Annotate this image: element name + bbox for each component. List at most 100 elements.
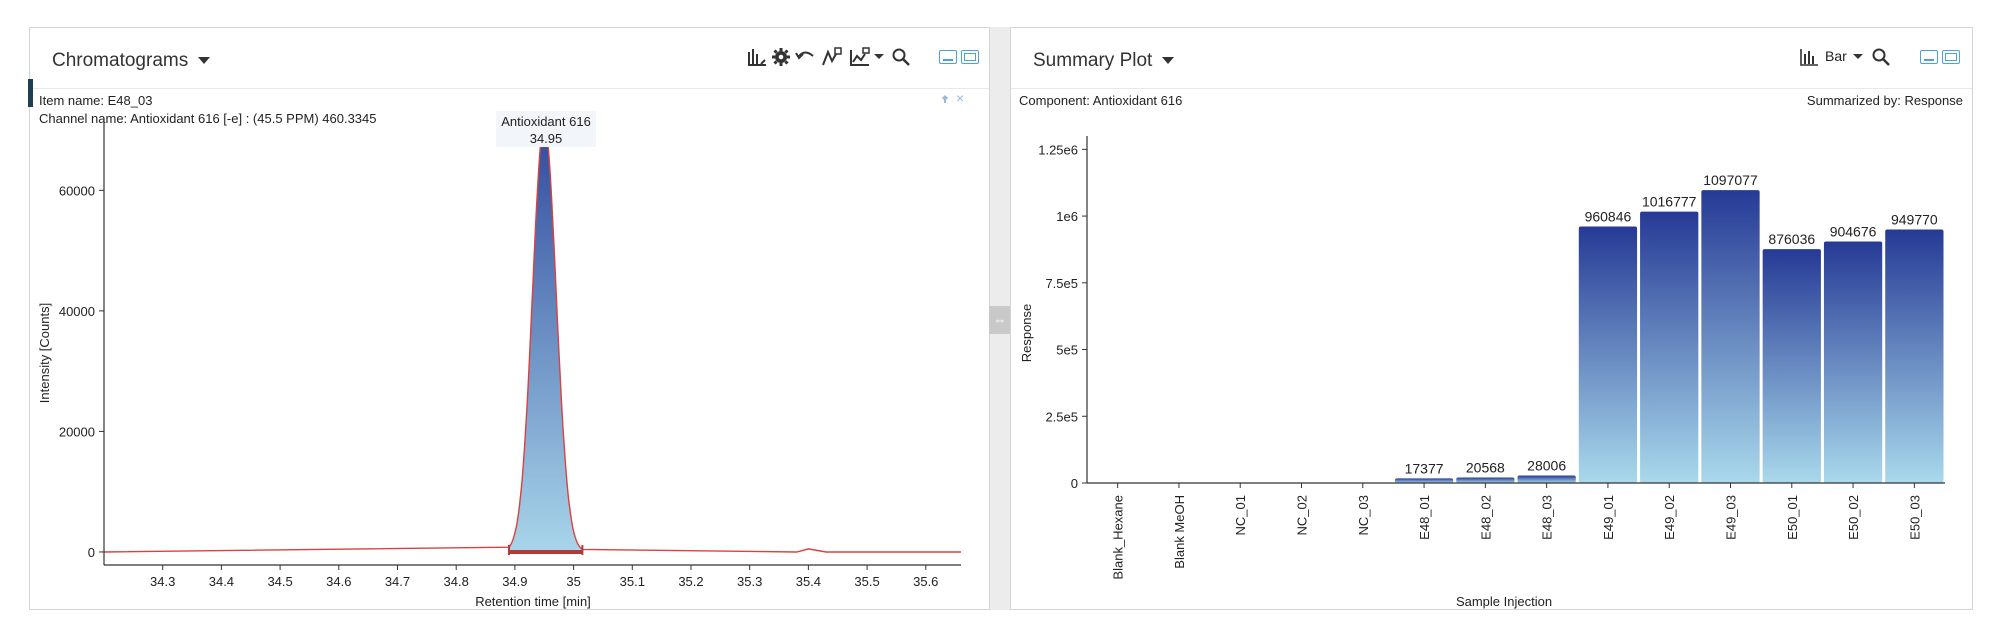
overlay-chart-icon[interactable] (849, 46, 871, 68)
minimize-button[interactable] (939, 50, 957, 64)
gear-icon[interactable] (770, 46, 792, 68)
x-tick-label: 35 (566, 574, 580, 589)
x-tick-label: 34.8 (444, 574, 469, 589)
bar-E48_03[interactable] (1517, 475, 1576, 483)
y-axis-label: Response (1019, 304, 1034, 363)
y-tick-label: 2.5e5 (1045, 409, 1078, 424)
search-icon[interactable] (1870, 46, 1892, 68)
bar-value-label: 904676 (1830, 224, 1877, 240)
maximize-button[interactable] (961, 50, 979, 64)
y-tick-label: 40000 (59, 304, 95, 319)
x-tick-label: E49_01 (1601, 495, 1616, 540)
x-tick-label: Blank_Hexane (1111, 495, 1126, 580)
bar-value-label: 17377 (1405, 460, 1444, 476)
chromatograms-panel: Chromatograms (28, 27, 991, 611)
y-tick-label: 7.5e5 (1045, 276, 1078, 291)
bar-value-label: 1016777 (1642, 194, 1697, 210)
x-tick-label: 35.3 (737, 574, 762, 589)
pin-icon[interactable] (939, 94, 951, 106)
x-axis-label: Sample Injection (1456, 594, 1552, 609)
summary-plot-title: Summary Plot (1033, 50, 1153, 71)
minimize-button[interactable] (1920, 50, 1938, 64)
x-tick-label: 34.6 (326, 574, 351, 589)
x-tick-label: 35.5 (854, 574, 879, 589)
x-tick-label: E50_03 (1907, 495, 1922, 540)
chevron-down-icon[interactable] (1851, 46, 1865, 68)
bar-value-label: 28006 (1527, 458, 1566, 474)
x-tick-label: E49_02 (1662, 495, 1677, 540)
chromatogram-chart[interactable]: 34.3 34.4 34.5 34.6 34.7 34.8 34.9 35 35.1 35.2 35… (30, 28, 991, 611)
y-tick-label: 0 (88, 545, 95, 560)
x-tick-label: 34.3 (150, 574, 175, 589)
bar-chart-icon[interactable] (1798, 46, 1820, 68)
maximize-button[interactable] (1942, 50, 1960, 64)
x-axis-label: Retention time [min] (475, 594, 591, 609)
x-tick-label: E50_01 (1785, 495, 1800, 540)
y-tick-label: 1e6 (1056, 209, 1078, 224)
y-tick-label: 5e5 (1056, 343, 1078, 358)
bar-E48_02[interactable] (1456, 477, 1515, 483)
peak-annotation-label: Antioxidant 616 (501, 114, 591, 129)
trace-icon[interactable] (821, 46, 843, 68)
x-tick-label: Blank MeOH (1172, 495, 1187, 569)
component-label: Component: Antioxidant 616 (1019, 93, 1183, 108)
bar-E48_01[interactable] (1394, 478, 1454, 483)
chevron-down-icon (198, 57, 211, 65)
x-tick-label: E49_03 (1724, 495, 1739, 540)
x-tick-label: 34.9 (502, 574, 527, 589)
bar-E49_01[interactable] (1578, 226, 1638, 484)
bar-value-label: 1097077 (1703, 172, 1758, 188)
splitter-handle[interactable]: ⇔ (989, 306, 1011, 334)
bar-value-label: 960846 (1585, 209, 1632, 225)
summary-toolbar: Bar (1798, 46, 1898, 68)
chart-type-selector[interactable]: Bar (1825, 48, 1847, 64)
bar-E50_01[interactable] (1762, 249, 1821, 483)
x-tick-label: NC_03 (1356, 495, 1371, 535)
item-name: Item name: E48_03 (39, 93, 153, 108)
chevron-down-icon (1162, 57, 1175, 65)
chromatograms-toolbar (746, 46, 946, 68)
peak-annotation-rt: 34.95 (530, 131, 563, 146)
y-axis-label: Intensity [Counts] (37, 303, 52, 403)
chromatograms-title: Chromatograms (52, 50, 189, 71)
summary-plot-title-dropdown[interactable]: Summary Plot (1033, 50, 1175, 72)
y-tick-label: 1.25e6 (1038, 142, 1078, 157)
summary-plot-panel: Summary Plot Bar Component: Antioxidant … (1010, 27, 1973, 610)
search-icon[interactable] (890, 46, 912, 68)
x-tick-label: 35.1 (620, 574, 645, 589)
peak-fill (509, 124, 583, 552)
x-tick-label: 35.4 (796, 574, 821, 589)
x-tick-label: NC_02 (1295, 495, 1310, 535)
x-tick-label: 34.4 (209, 574, 234, 589)
summary-bar-chart[interactable]: 17377 20568 28006 960846 1016777 1097077 87603… (1011, 28, 1974, 611)
undo-icon[interactable] (794, 46, 816, 68)
summary-plot-header: Summary Plot Bar (1011, 28, 1972, 89)
x-tick-label: 35.2 (678, 574, 703, 589)
peak-annotation-box (496, 111, 596, 147)
bar-E49_03[interactable] (1701, 190, 1760, 483)
close-trace-button[interactable]: × (956, 90, 965, 106)
chevron-down-icon[interactable] (872, 46, 886, 68)
channel-name: Channel name: Antioxidant 616 [-e] : (45… (39, 111, 377, 126)
selected-trace-indicator (28, 79, 33, 107)
y-tick-label: 20000 (59, 424, 95, 439)
y-tick-label: 60000 (59, 183, 95, 198)
x-tick-label: 34.5 (267, 574, 292, 589)
summarized-by-label: Summarized by: Response (1806, 93, 1963, 108)
x-tick-label: NC_01 (1233, 495, 1248, 535)
y-tick-label: 0 (1071, 476, 1078, 491)
bar-value-label: 876036 (1768, 231, 1815, 247)
peak-integration-icon[interactable] (746, 46, 768, 68)
x-tick-label: E48_03 (1540, 495, 1555, 540)
bar-E50_03[interactable] (1885, 229, 1944, 483)
bar-value-label: 949770 (1891, 211, 1938, 227)
bar-E50_02[interactable] (1823, 241, 1883, 483)
x-tick-label: E48_02 (1478, 495, 1493, 540)
bar-value-label: 20568 (1466, 460, 1505, 476)
x-tick-label: E48_01 (1417, 495, 1432, 540)
chromatograms-header: Chromatograms (30, 28, 989, 89)
x-tick-label: 34.7 (385, 574, 410, 589)
x-tick-label: 35.6 (913, 574, 938, 589)
bar-E49_02[interactable] (1640, 211, 1699, 483)
chromatograms-title-dropdown[interactable]: Chromatograms (52, 50, 211, 72)
